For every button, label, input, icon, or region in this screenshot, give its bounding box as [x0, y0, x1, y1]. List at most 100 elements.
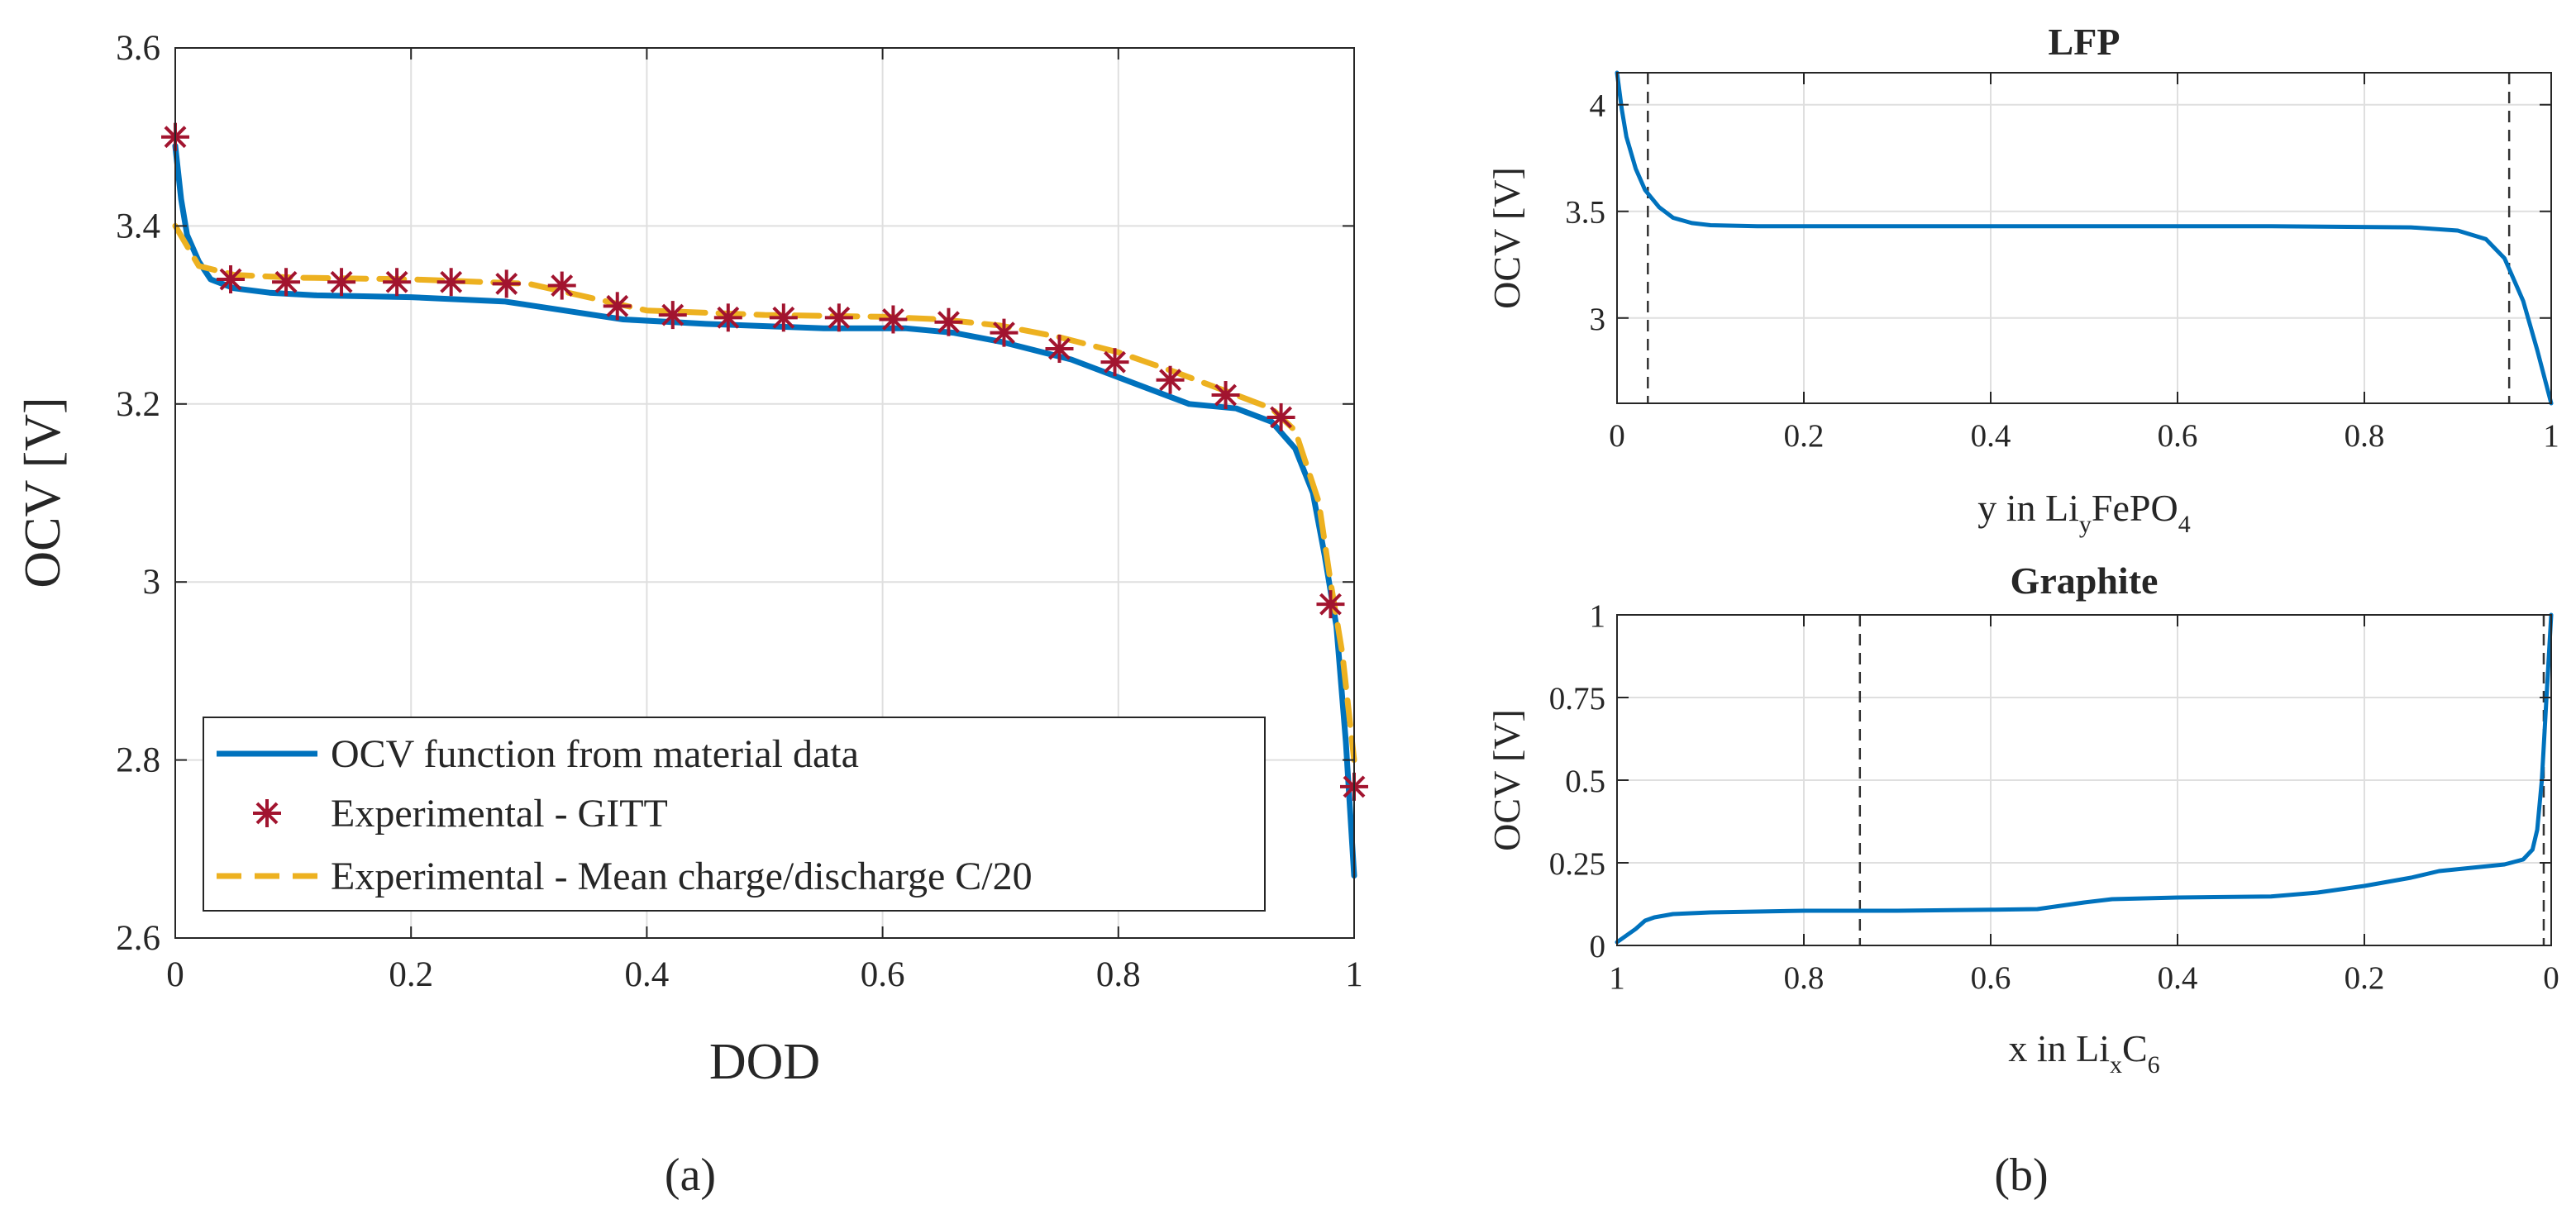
- gitt-point: [1316, 590, 1345, 619]
- chart-b-graphite-gridlines: [1616, 614, 2552, 946]
- y-tick-label: 3.4: [116, 207, 160, 245]
- chart-b-graphite-vlines: [1858, 615, 2545, 945]
- x-tick-label: 0: [1609, 418, 1625, 454]
- y-tick-label: 3: [143, 563, 161, 602]
- y-tick-label: 0: [1590, 929, 1606, 964]
- gitt-point: [769, 303, 798, 332]
- gitt-point: [879, 305, 908, 334]
- y-tick-label: 3: [1590, 302, 1606, 337]
- gitt-point: [824, 303, 853, 332]
- legend-label-gitt: Experimental - GITT: [331, 792, 668, 836]
- x-tick-label: 0.8: [1784, 960, 1825, 996]
- panel-label-a: (a): [665, 1150, 716, 1201]
- legend-asterisk: [253, 799, 281, 827]
- chart-b-graphite-series: [1615, 612, 2554, 945]
- xlabel-part: FePO: [2092, 487, 2178, 529]
- x-tick-label: 0.2: [1784, 418, 1825, 454]
- marker-stroke: [495, 272, 518, 295]
- marker-stroke: [1159, 369, 1181, 392]
- y-tick-label: 2.6: [116, 919, 160, 958]
- series-line: [1615, 612, 2554, 945]
- marker-stroke: [385, 270, 408, 293]
- gitt-point: [1045, 335, 1074, 364]
- gitt-point: [1267, 402, 1295, 431]
- chart-b-lfp-xlabel: y in LiyFePO4: [1977, 487, 2190, 538]
- gitt-point: [327, 268, 356, 297]
- xlabel-sub: x: [2110, 1051, 2122, 1079]
- x-tick-label: 1: [1609, 960, 1625, 996]
- chart-a-markers: [161, 122, 1368, 801]
- chart-a-axes-box: [174, 47, 1355, 939]
- x-tick-label: 0: [2543, 960, 2559, 996]
- x-tick-label: 0.4: [2158, 960, 2198, 996]
- chart-b-graphite-x-ticks: 1 0.8 0.6 0.4 0.2 0: [1609, 615, 2559, 996]
- marker-stroke: [274, 270, 298, 293]
- legend-label-mean-c20: Experimental - Mean charge/discharge C/2…: [331, 855, 1033, 898]
- x-tick-label: 0.2: [389, 955, 433, 994]
- chart-b-lfp-series: [1615, 70, 2554, 406]
- x-tick-label: 0.6: [861, 955, 905, 994]
- gitt-point: [603, 292, 632, 321]
- marker-stroke: [772, 306, 795, 329]
- marker-stroke: [937, 311, 960, 334]
- gitt-point: [990, 318, 1018, 347]
- legend-label-ocv-function: OCV function from material data: [331, 732, 859, 776]
- marker-stroke: [993, 321, 1015, 345]
- marker-stroke: [440, 270, 463, 293]
- marker-stroke: [1048, 337, 1071, 360]
- marker-stroke: [1104, 350, 1126, 374]
- marker-stroke: [606, 294, 629, 317]
- chart-a-ylabel: OCV [V]: [15, 397, 71, 588]
- chart-b-lfp-y-ticks: 33.54: [1565, 88, 2551, 337]
- marker-stroke: [255, 802, 279, 825]
- gitt-point: [383, 268, 412, 297]
- gitt-point: [272, 268, 301, 297]
- y-tick-label: 3.5: [1565, 195, 1605, 231]
- series-line: [172, 222, 1357, 764]
- legend-swatch-gitt: [253, 799, 281, 827]
- chart-b-graphite: 1 0.8 0.6 0.4 0.2 0 0 0.25 0.5 0.75 1 Graphite x …: [1486, 560, 2559, 1201]
- x-tick-label: 0.2: [2345, 960, 2385, 996]
- x-tick-label: 0.4: [1971, 418, 2011, 454]
- x-tick-label: 0.8: [2345, 418, 2385, 454]
- chart-b-graphite-xlabel: x in LixC6: [2008, 1027, 2159, 1079]
- marker-stroke: [1319, 593, 1342, 616]
- xlabel-part: C: [2122, 1027, 2148, 1069]
- gitt-point: [547, 271, 576, 300]
- series-line: [172, 143, 1357, 879]
- chart-a-series: [172, 143, 1357, 879]
- y-tick-label: 0.75: [1549, 681, 1605, 717]
- x-tick-label: 0.6: [1971, 960, 2011, 996]
- gitt-point: [1211, 381, 1240, 410]
- xlabel-sub: 4: [2178, 511, 2191, 538]
- chart-a-x-ticks: 0 0.2 0.4 0.6 0.8 1: [166, 48, 1363, 994]
- y-tick-label: 3.6: [116, 29, 160, 68]
- gitt-point: [1100, 348, 1129, 377]
- chart-a-xlabel: DOD: [709, 1034, 820, 1090]
- marker-stroke: [881, 308, 904, 331]
- marker-stroke: [1214, 383, 1238, 407]
- y-tick-label: 4: [1590, 88, 1606, 124]
- gitt-point: [934, 307, 963, 336]
- chart-b-lfp-title: LFP: [2049, 21, 2120, 63]
- x-tick-label: 0.8: [1096, 955, 1141, 994]
- chart-b-lfp: 0 0.2 0.4 0.6 0.8 1 33.54 LFP y in LiyFePO4 O…: [1486, 21, 2559, 538]
- chart-b-graphite-ylabel: OCV [V]: [1486, 709, 1528, 851]
- x-tick-label: 0.6: [2158, 418, 2198, 454]
- y-tick-label: 0.25: [1549, 846, 1605, 882]
- chart-a-y-ticks: 2.6 2.8 3 3.2 3.4 3.6: [116, 29, 1354, 958]
- gitt-point: [1156, 365, 1185, 394]
- chart-b-lfp-ylabel: OCV [V]: [1486, 167, 1528, 309]
- x-tick-label: 0.4: [625, 955, 670, 994]
- chart-a-legend: OCV function from material data Experime…: [203, 717, 1266, 912]
- marker-stroke: [1270, 406, 1293, 429]
- xlabel-part: y in Li: [1977, 487, 2079, 529]
- marker-stroke: [828, 306, 851, 329]
- chart-b-graphite-y-ticks: 0 0.25 0.5 0.75 1: [1549, 598, 2551, 964]
- chart-b-lfp-gridlines: [1616, 73, 2552, 403]
- gitt-point: [436, 268, 465, 297]
- chart-b-lfp-vlines: [1647, 73, 2511, 403]
- xlabel-sub: 6: [2148, 1051, 2160, 1079]
- gitt-point: [217, 265, 246, 294]
